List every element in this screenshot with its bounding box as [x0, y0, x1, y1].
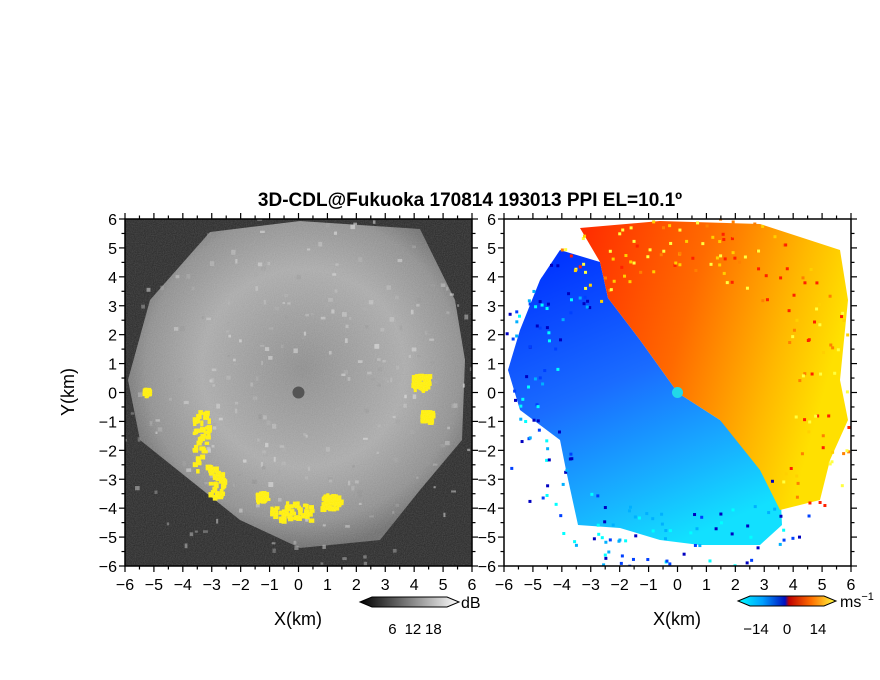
x-tick-label: 3 — [381, 577, 390, 594]
y-tick-label: −3 — [478, 472, 496, 489]
y-tick-label: 2 — [108, 328, 117, 345]
x-tick-label: 2 — [352, 577, 361, 594]
x-tick-label: −4 — [553, 577, 571, 594]
snr-colorbar: dB 6 12 18 — [358, 595, 481, 638]
y-tick-label: −6 — [478, 559, 496, 576]
x-tick-label: 6 — [847, 577, 856, 594]
y-tick-label: 0 — [108, 386, 117, 403]
x-tick-label: 0 — [294, 577, 303, 594]
y-tick-label: −1 — [99, 414, 117, 431]
x-tick-label: −2 — [232, 577, 250, 594]
x-tick-label: −3 — [582, 577, 600, 594]
colorbar-tick-label: −14 — [743, 621, 768, 638]
y-tick-label: 4 — [108, 270, 117, 287]
velocity-speckles — [505, 219, 851, 566]
y-tick-label: 5 — [487, 241, 496, 258]
velocity-colorbar-ticks: −14 0 14 — [743, 621, 826, 638]
x-tick-label: −1 — [639, 577, 657, 594]
y-tick-label: 5 — [108, 241, 117, 258]
x-tick-label: −5 — [524, 577, 542, 594]
velocity-panel: −6 −5 −4 −3 −2 −1 0 1 2 3 4 5 6 −6 −5 −4 −3 −2 −1 0 1 2 3 4 5 6 X… — [478, 212, 874, 638]
y-tick-label: 3 — [108, 299, 117, 316]
velocity-colorbar-unit: ms−1 — [840, 591, 874, 611]
y-tick-label: −6 — [99, 559, 117, 576]
x-tick-label: 2 — [731, 577, 740, 594]
y-tick-label: −5 — [99, 530, 117, 547]
snr-axes: −6 −5 −4 −3 −2 −1 0 1 2 3 4 5 6 −6 −5 −4 −3 −2 −1 0 1 2 3 4 5 6 — [99, 212, 478, 594]
x-tick-label: −3 — [203, 577, 221, 594]
y-tick-label: −1 — [478, 414, 496, 431]
x-tick-label: 3 — [760, 577, 769, 594]
colorbar-tick-label: 0 — [783, 621, 791, 638]
y-tick-label: 1 — [487, 357, 496, 374]
snr-colorbar-ticks: 6 12 18 — [388, 621, 441, 638]
snr-colorbar-unit: dB — [461, 595, 481, 612]
x-tick-label: −5 — [145, 577, 163, 594]
velocity-xlabel: X(km) — [653, 609, 701, 629]
x-tick-label: −6 — [495, 577, 513, 594]
x-tick-label: 6 — [468, 577, 477, 594]
x-tick-label: −6 — [116, 577, 134, 594]
velocity-colorbar: ms−1 −14 0 14 — [736, 591, 874, 638]
colorbar-tick-label: 14 — [810, 621, 827, 638]
y-tick-label: −2 — [478, 443, 496, 460]
x-tick-label: 0 — [673, 577, 682, 594]
snr-site-marker — [292, 386, 305, 399]
y-tick-label: 2 — [487, 328, 496, 345]
velocity-axes: −6 −5 −4 −3 −2 −1 0 1 2 3 4 5 6 −6 −5 −4 −3 −2 −1 0 1 2 3 4 5 6 — [478, 212, 857, 594]
velocity-cold-region — [508, 250, 782, 545]
snr-ylabel: Y(km) — [58, 368, 78, 416]
colorbar-tick-label: 18 — [425, 621, 442, 638]
x-tick-label: −2 — [611, 577, 629, 594]
y-tick-label: 0 — [487, 386, 496, 403]
velocity-site-marker — [672, 387, 683, 398]
velocity-colorbar-bar — [736, 595, 838, 607]
x-tick-label: −4 — [174, 577, 192, 594]
x-tick-label: 1 — [702, 577, 711, 594]
y-tick-label: 4 — [487, 270, 496, 287]
colorbar-tick-label: 6 — [388, 621, 396, 638]
y-tick-label: −2 — [99, 443, 117, 460]
x-tick-label: 5 — [439, 577, 448, 594]
snr-colorbar-bar — [358, 596, 461, 608]
colorbar-tick-label: 12 — [405, 621, 422, 638]
x-tick-label: 4 — [789, 577, 798, 594]
y-tick-label: 3 — [487, 299, 496, 316]
x-tick-label: 4 — [410, 577, 419, 594]
y-tick-label: 6 — [487, 212, 496, 229]
y-tick-label: −5 — [478, 530, 496, 547]
x-tick-label: −1 — [260, 577, 278, 594]
y-tick-label: −4 — [478, 501, 496, 518]
snr-xlabel: X(km) — [274, 609, 322, 629]
y-tick-label: −4 — [99, 501, 117, 518]
y-tick-label: −3 — [99, 472, 117, 489]
x-tick-label: 5 — [818, 577, 827, 594]
y-tick-label: 6 — [108, 212, 117, 229]
y-tick-label: 1 — [108, 357, 117, 374]
figure-title: 3D-CDL@Fukuoka 170814 193013 PPI EL=10.1… — [258, 190, 682, 211]
velocity-warm-region — [580, 221, 848, 510]
x-tick-label: 1 — [323, 577, 332, 594]
